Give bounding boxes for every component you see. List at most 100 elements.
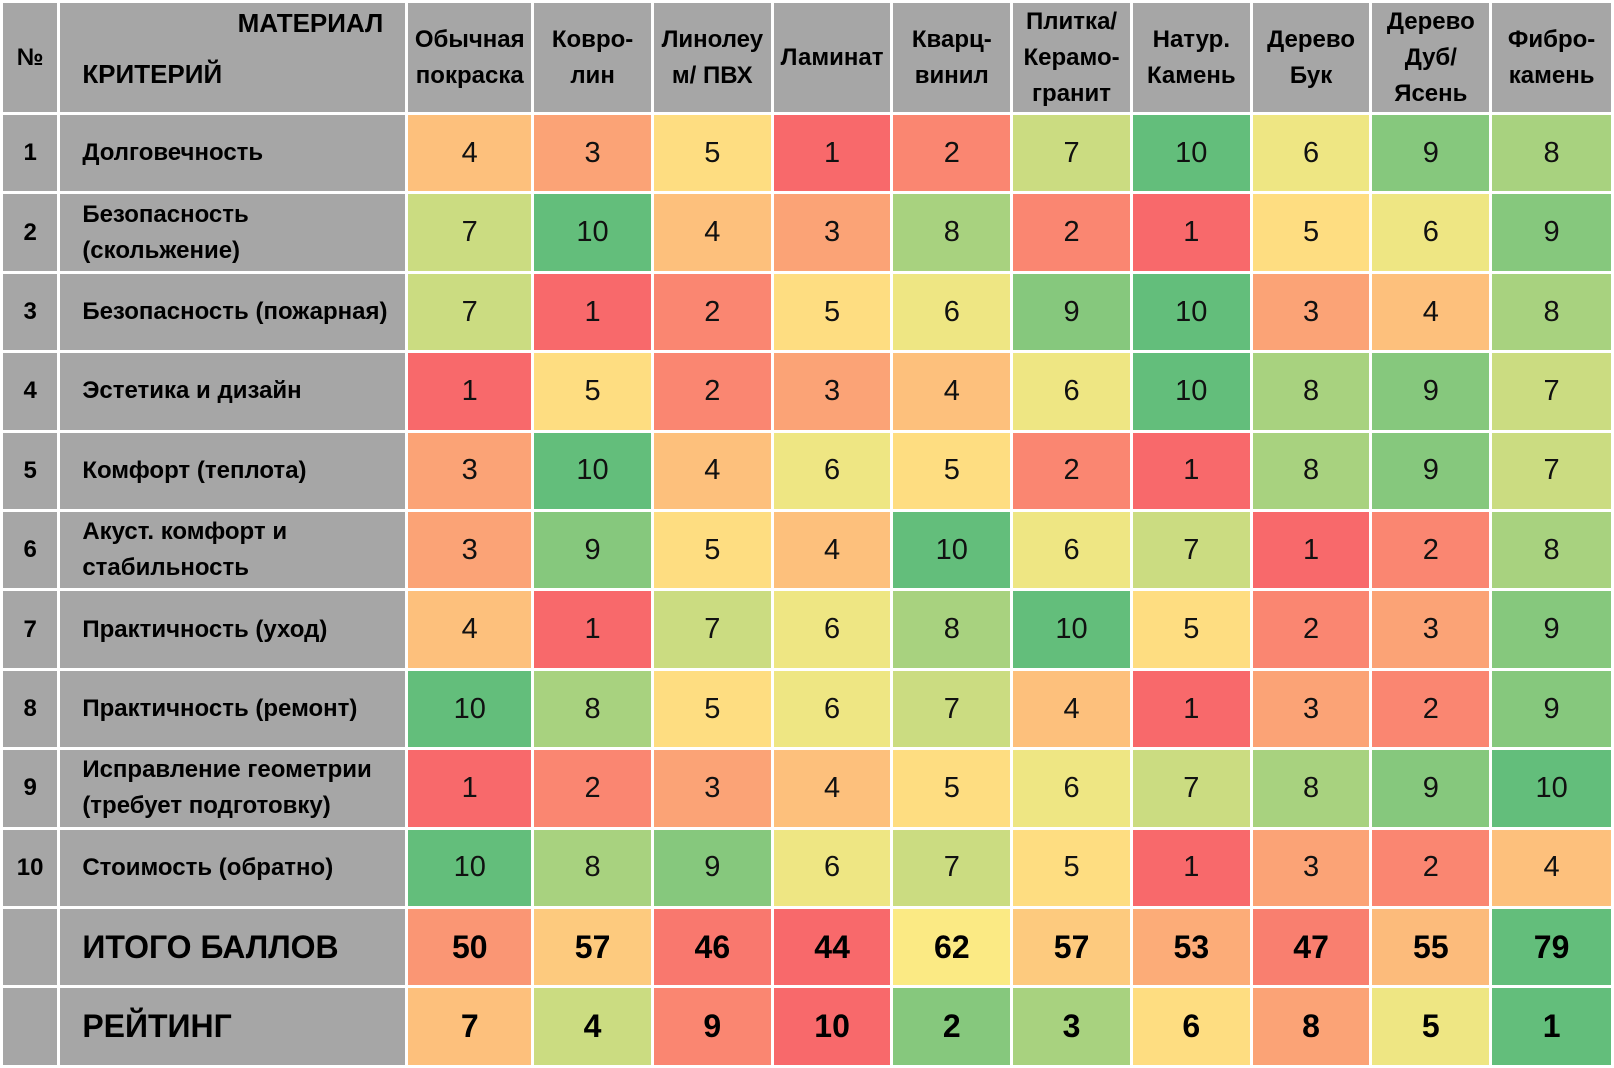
rating-row: РЕЙТИНГ 7 4 9 10 2 3 6 8 5 1 — [0, 985, 1614, 1068]
score-cell: 2 — [1369, 826, 1493, 910]
criterion-axis-label: КРИТЕРИЙ — [82, 59, 223, 89]
score-cell: 5 — [650, 667, 774, 751]
total-score-cell: 47 — [1249, 906, 1373, 989]
criterion-row: 8 Практичность (ремонт) 10 8 5 6 7 4 1 3 2 9 — [0, 667, 1614, 751]
score-cell: 1 — [405, 747, 535, 830]
criterion-label-line: (требует подготовку) — [82, 792, 331, 820]
material-header: Кварц-винил — [890, 0, 1014, 115]
rating-cell: 1 — [1489, 985, 1614, 1068]
score-cell: 8 — [1489, 270, 1614, 354]
score-cell: 6 — [1369, 191, 1493, 274]
score-cell: 8 — [1249, 747, 1373, 830]
score-cell: 7 — [890, 667, 1014, 751]
score-cell: 8 — [1489, 111, 1614, 195]
material-header-line: Ясень — [1394, 79, 1468, 107]
score-cell: 9 — [1369, 429, 1493, 513]
material-header-line: м/ ПВХ — [671, 61, 753, 89]
score-cell: 1 — [531, 588, 654, 671]
criterion-row: 9 Исправление геометрии (требует подготовк… — [0, 747, 1614, 830]
criterion-row: 1 Долговечность 4 3 5 1 2 7 10 6 9 8 — [0, 111, 1614, 195]
score-cell: 3 — [531, 111, 654, 195]
summary-number-blank — [0, 906, 61, 989]
score-cell: 8 — [1249, 350, 1373, 433]
totals-row-label: ИТОГО БАЛЛОВ — [57, 906, 409, 989]
rating-cell: 10 — [770, 985, 894, 1068]
material-header: Фибро-камень — [1489, 0, 1614, 115]
criterion-label: Акуст. комфорт и стабильность — [57, 509, 409, 592]
criterion-row: 7 Практичность (уход) 4 1 7 6 8 10 5 2 3 9 — [0, 588, 1614, 671]
score-cell: 5 — [650, 509, 774, 592]
criterion-label-line: Практичность (уход) — [82, 615, 328, 643]
material-header: Ковро-лин — [531, 0, 654, 115]
score-cell: 2 — [1369, 667, 1493, 751]
criterion-number: 6 — [0, 509, 61, 592]
criterion-row: 2 Безопасность (скольжение) 7 10 4 3 8 2 1 5 6 9 — [0, 191, 1614, 274]
score-cell: 3 — [650, 747, 774, 830]
score-cell: 10 — [405, 667, 535, 751]
total-score-cell: 46 — [650, 906, 774, 989]
score-cell: 10 — [1010, 588, 1133, 671]
totals-row: ИТОГО БАЛЛОВ 50 57 46 44 62 57 53 47 55 79 — [0, 906, 1614, 989]
score-cell: 9 — [1489, 588, 1614, 671]
score-cell: 9 — [650, 826, 774, 910]
score-cell: 10 — [531, 429, 654, 513]
rating-row-label: РЕЙТИНГ — [57, 985, 409, 1068]
score-cell: 3 — [405, 429, 535, 513]
criterion-label-line: Безопасность — [82, 200, 249, 228]
score-cell: 10 — [531, 191, 654, 274]
criterion-label: Эстетика и дизайн — [57, 350, 409, 433]
score-cell: 3 — [1249, 826, 1373, 910]
score-cell: 4 — [650, 191, 774, 274]
rating-cell: 9 — [650, 985, 774, 1068]
material-header: Ламинат — [770, 0, 894, 115]
material-header-line: камень — [1508, 61, 1595, 89]
score-cell: 3 — [1249, 270, 1373, 354]
number-column-header: № — [0, 0, 61, 115]
criterion-label: Практичность (ремонт) — [57, 667, 409, 751]
score-cell: 3 — [1369, 588, 1493, 671]
score-cell: 10 — [890, 509, 1014, 592]
score-cell: 5 — [531, 350, 654, 433]
criterion-number: 8 — [0, 667, 61, 751]
rating-cell: 3 — [1010, 985, 1133, 1068]
score-cell: 2 — [1010, 191, 1133, 274]
material-axis-label: МАТЕРИАЛ — [237, 8, 384, 38]
criterion-number: 5 — [0, 429, 61, 513]
criterion-number: 2 — [0, 191, 61, 274]
score-cell: 5 — [1010, 826, 1133, 910]
score-cell: 9 — [1489, 191, 1614, 274]
criterion-label: Практичность (уход) — [57, 588, 409, 671]
score-cell: 9 — [531, 509, 654, 592]
score-cell: 2 — [1249, 588, 1373, 671]
material-header-line: Линолеу — [661, 25, 764, 53]
rating-cell: 4 — [531, 985, 654, 1068]
material-header-line: Керамо- — [1023, 43, 1120, 71]
material-header-line: Камень — [1146, 61, 1236, 89]
material-header: Плитка/Керамо-гранит — [1010, 0, 1133, 115]
score-cell: 7 — [890, 826, 1014, 910]
score-cell: 1 — [405, 350, 535, 433]
total-score-cell: 62 — [890, 906, 1014, 989]
score-cell: 2 — [650, 350, 774, 433]
criterion-label: Исправление геометрии (требует подготовку… — [57, 747, 409, 830]
score-cell: 9 — [1369, 350, 1493, 433]
material-header-line: винил — [914, 61, 989, 89]
score-cell: 1 — [1249, 509, 1373, 592]
score-cell: 1 — [1129, 191, 1253, 274]
score-cell: 2 — [531, 747, 654, 830]
score-cell: 10 — [1129, 270, 1253, 354]
criterion-number: 4 — [0, 350, 61, 433]
score-cell: 8 — [1249, 429, 1373, 513]
material-header-line: Плитка/ — [1026, 7, 1118, 35]
score-cell: 7 — [1010, 111, 1133, 195]
score-cell: 6 — [890, 270, 1014, 354]
score-cell: 4 — [1369, 270, 1493, 354]
score-cell: 3 — [770, 191, 894, 274]
summary-number-blank — [0, 985, 61, 1068]
score-cell: 1 — [770, 111, 894, 195]
material-header: Линолеу м/ ПВХ — [650, 0, 774, 115]
criterion-number: 9 — [0, 747, 61, 830]
score-cell: 3 — [1249, 667, 1373, 751]
material-header-line: Фибро- — [1507, 25, 1596, 53]
